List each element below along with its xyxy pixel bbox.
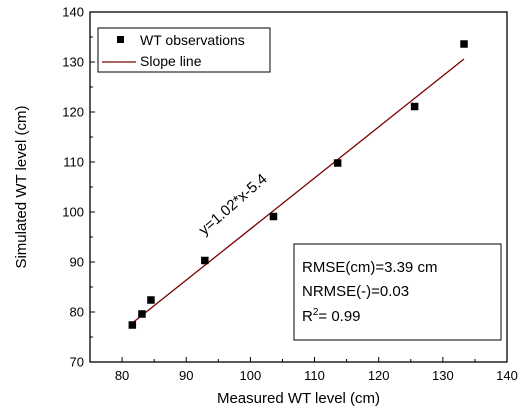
x-tick-label: 110 — [304, 368, 325, 383]
y-tick-label: 130 — [62, 55, 84, 70]
data-point — [269, 212, 278, 221]
x-tick-label: 100 — [240, 368, 262, 383]
data-point — [138, 310, 146, 318]
x-tick-label: 90 — [179, 368, 193, 383]
data-point — [201, 256, 209, 265]
x-tick-label: 120 — [368, 368, 390, 383]
y-axis-label: Simulated WT level (cm) — [13, 105, 30, 268]
rmse-text: RMSE(cm)=3.39 cm — [302, 259, 437, 276]
stats-box: RMSE(cm)=3.39 cm NRMSE(-)=0.03 R2= 0.99 — [293, 243, 502, 341]
legend-box — [97, 27, 271, 73]
legend: WT observations Slope line — [97, 27, 271, 73]
slope-line — [131, 58, 465, 324]
x-tick-label: 140 — [496, 368, 518, 383]
r2-value: = 0.99 — [318, 308, 360, 325]
y-tick-label: 90 — [70, 255, 84, 270]
y-tick-label: 120 — [62, 105, 84, 120]
y-tick-label: 140 — [62, 5, 84, 20]
legend-item-slope-line: Slope line — [140, 53, 202, 69]
r2-superscript: 2 — [313, 307, 319, 318]
x-tick-label: 80 — [115, 368, 129, 383]
legend-item-observations: WT observations — [140, 32, 245, 48]
data-point — [460, 40, 468, 48]
y-axis-ticks: 70 80 90 100 110 120 130 140 — [62, 5, 95, 370]
legend-marker-square — [117, 36, 124, 43]
data-point — [333, 159, 342, 167]
y-tick-label: 80 — [70, 305, 84, 320]
data-point — [128, 321, 137, 329]
nrmse-text: NRMSE(-)=0.03 — [302, 283, 409, 300]
stats-box-frame — [293, 243, 502, 341]
y-tick-label: 100 — [62, 205, 84, 220]
data-point — [147, 296, 155, 304]
y-tick-label: 70 — [70, 355, 84, 370]
x-axis-label: Measured WT level (cm) — [217, 390, 380, 407]
slope-line-layer — [131, 58, 465, 324]
data-point — [410, 102, 419, 111]
r2-text: R2= 0.99 — [302, 307, 361, 325]
r2-label: R — [302, 308, 313, 325]
y-tick-label: 110 — [63, 155, 84, 170]
observation-points — [128, 40, 468, 329]
x-axis-ticks: 80 90 100 110 120 130 140 — [115, 357, 518, 383]
x-tick-label: 130 — [432, 368, 454, 383]
